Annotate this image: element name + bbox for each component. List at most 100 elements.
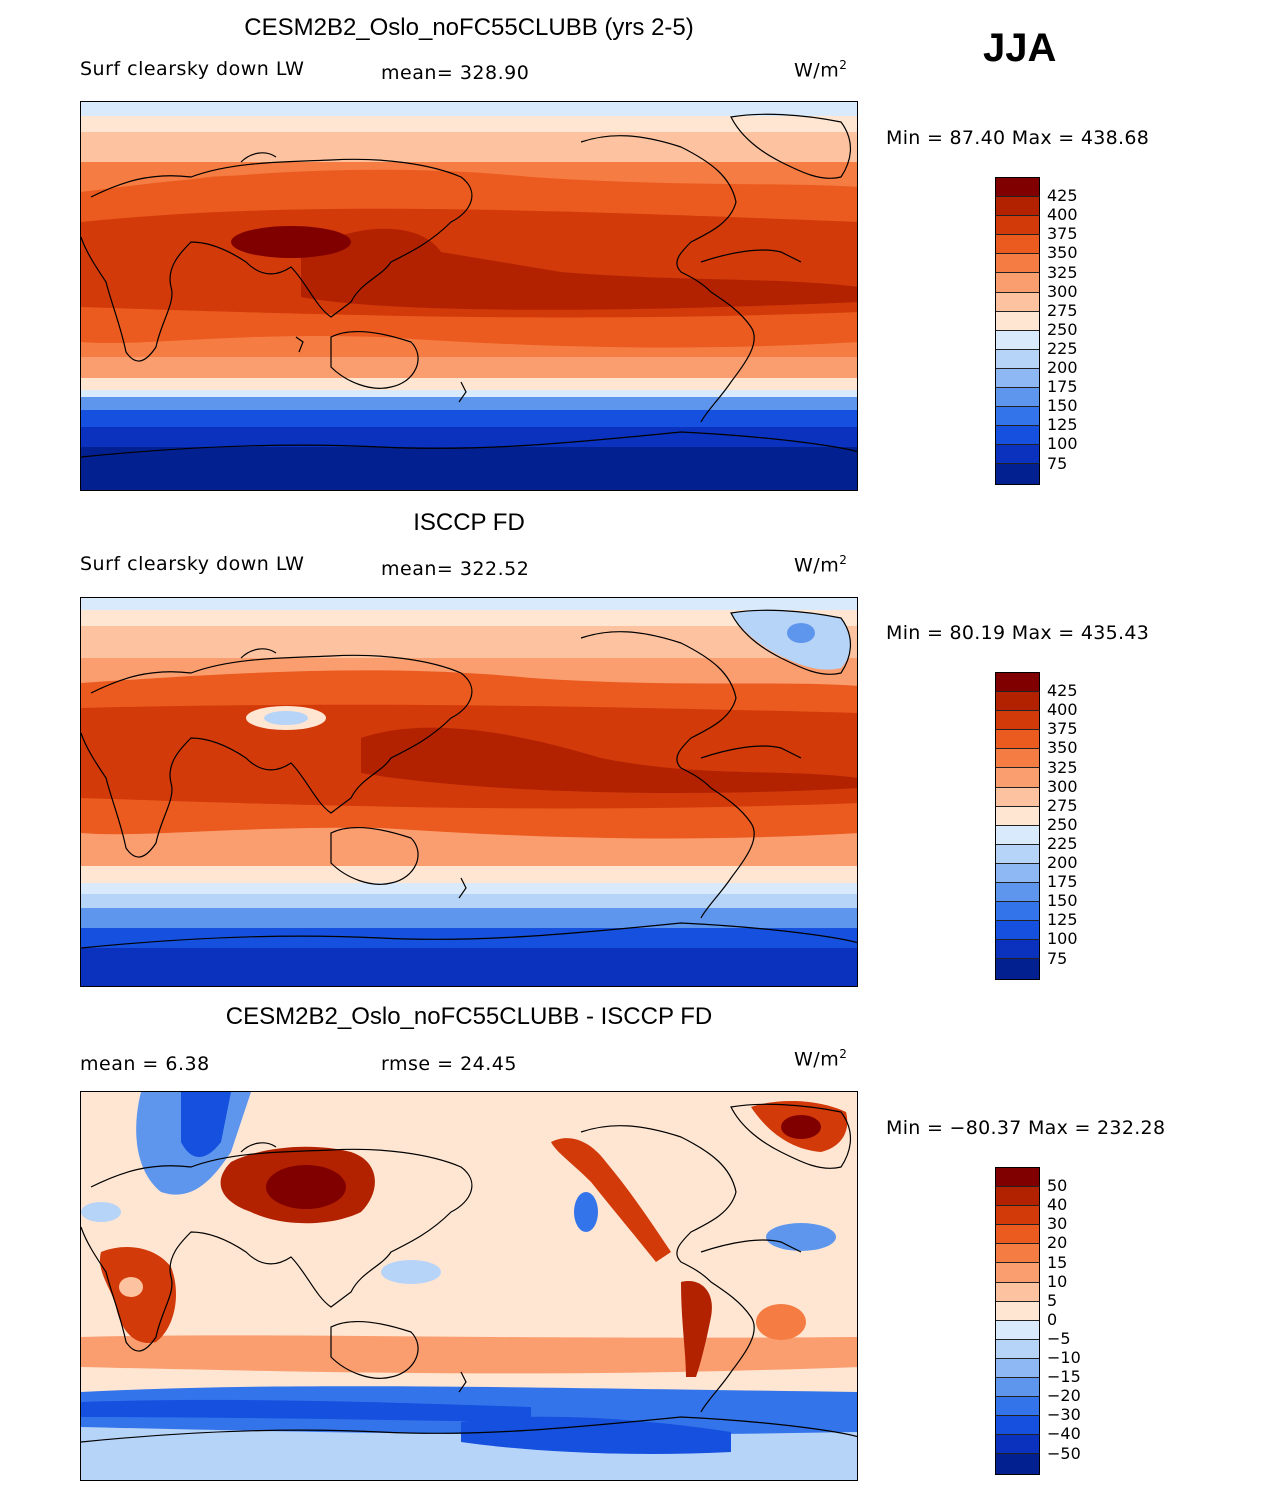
colorbar-swatch [996,902,1039,922]
colorbar-swatch [996,1168,1039,1188]
colorbar-tick-label: −15 [1047,1367,1081,1387]
colorbar-obs [995,672,1040,980]
colorbar-swatch [996,1397,1039,1417]
colorbar-swatch [996,349,1039,369]
colorbar-swatch [996,1187,1039,1207]
colorbar-swatch [996,1358,1039,1379]
map-obs-field [81,598,857,986]
panel-title: ISCCP FD [413,509,525,536]
colorbar-swatch [996,787,1039,807]
colorbar-tick-label: 225 [1047,338,1078,358]
colorbar-tick-label: 275 [1047,300,1078,320]
colorbar-swatch [996,1416,1039,1436]
rmse-label: rmse = 24.45 [381,1053,517,1075]
colorbar-swatch [996,1225,1039,1245]
colorbar-swatch [996,1263,1039,1283]
colorbar-tick-label: 400 [1047,205,1078,225]
colorbar-tick-label: 20 [1047,1233,1068,1253]
colorbar-swatch [996,1282,1039,1302]
colorbar-tick-label: 250 [1047,814,1078,834]
colorbar-tick-label: 350 [1047,243,1078,263]
map-diff-field [81,1092,857,1480]
colorbar-swatch [996,768,1039,788]
map-obs [80,597,858,987]
colorbar-swatch [996,235,1039,255]
colorbar-tick-label: 100 [1047,929,1078,949]
map-model [80,101,858,491]
colorbar-swatch [996,673,1039,693]
colorbar-swatch [996,426,1039,446]
panel-title: CESM2B2_Oslo_noFC55CLUBB (yrs 2-5) [244,14,694,41]
colorbar-tick-label: 200 [1047,853,1078,872]
colorbar-tick-label: 300 [1047,776,1078,796]
colorbar-tick-label: 350 [1047,738,1078,758]
colorbar-tick-label: 250 [1047,319,1078,339]
colorbar-tick-label: 225 [1047,833,1078,853]
map-diff [80,1091,858,1481]
colorbar-tick-label: 175 [1047,872,1078,892]
minmax-label: Min = −80.37 Max = 232.28 [886,1117,1166,1139]
colorbar-tick-label: 175 [1047,377,1078,397]
colorbar-swatch [996,730,1039,750]
colorbar-tick-label: 425 [1047,186,1078,206]
colorbar-swatch [996,806,1039,826]
colorbar-swatch [996,863,1039,884]
colorbar-swatch [996,178,1039,198]
colorbar-swatch [996,197,1039,217]
colorbar-tick-label: −10 [1047,1348,1081,1367]
colorbar-tick-label: 125 [1047,910,1078,930]
colorbar-tick-label: 425 [1047,681,1078,701]
colorbar-tick-label: 300 [1047,281,1078,301]
colorbar-swatch [996,921,1039,941]
colorbar-tick-label: 10 [1047,1271,1068,1291]
colorbar-swatch [996,749,1039,769]
colorbar-swatch [996,825,1039,845]
colorbar-swatch [996,1435,1039,1455]
colorbar-swatch [996,940,1039,960]
colorbar-swatch [996,445,1039,465]
colorbar-swatch [996,292,1039,312]
colorbar-tick-label: 100 [1047,434,1078,454]
units-label: W/m2 [794,1047,848,1071]
colorbar-tick-label: 375 [1047,224,1078,244]
colorbar-swatch [996,959,1039,979]
colorbar-swatch [996,273,1039,293]
colorbar-tick-label: 50 [1047,1176,1068,1196]
colorbar-tick-label: 40 [1047,1195,1068,1215]
variable-label: Surf clearsky down LW [80,58,305,80]
mean-label: mean = 6.38 [80,1053,210,1075]
colorbar-tick-label: 275 [1047,795,1078,815]
colorbar-swatch [996,330,1039,350]
colorbar-swatch [996,1378,1039,1398]
colorbar-swatch [996,311,1039,331]
units-label: W/m2 [794,58,848,82]
colorbar-swatch [996,1339,1039,1359]
colorbar-swatch [996,407,1039,427]
colorbar-tick-label: 75 [1047,453,1068,473]
colorbar-tick-label: 125 [1047,415,1078,435]
colorbar-tick-label: −5 [1047,1328,1071,1348]
colorbar-tick-label: −20 [1047,1386,1081,1406]
minmax-label: Min = 87.40 Max = 438.68 [886,127,1150,149]
colorbar-swatch [996,464,1039,484]
variable-label: Surf clearsky down LW [80,553,305,575]
mean-label: mean= 322.52 [381,558,530,580]
mean-label: mean= 328.90 [381,62,530,84]
colorbar-tick-label: 150 [1047,396,1078,416]
colorbar-tick-label: −50 [1047,1443,1081,1463]
colorbar-model [995,177,1040,485]
colorbar-swatch [996,883,1039,903]
colorbar-swatch [996,254,1039,274]
colorbar-swatch [996,711,1039,731]
colorbar-swatch [996,1454,1039,1474]
season-label: JJA [983,26,1057,70]
colorbar-tick-label: 5 [1047,1290,1058,1310]
colorbar-swatch [996,368,1039,389]
minmax-label: Min = 80.19 Max = 435.43 [886,622,1150,644]
colorbar-swatch [996,388,1039,408]
colorbar-tick-label: 30 [1047,1214,1068,1234]
colorbar-tick-label: 75 [1047,948,1068,968]
colorbar-swatch [996,844,1039,864]
colorbar-tick-label: 325 [1047,757,1078,777]
map-model-field [81,102,857,490]
